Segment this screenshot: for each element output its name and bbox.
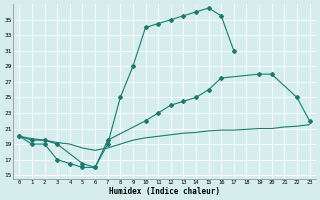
X-axis label: Humidex (Indice chaleur): Humidex (Indice chaleur) [109,187,220,196]
